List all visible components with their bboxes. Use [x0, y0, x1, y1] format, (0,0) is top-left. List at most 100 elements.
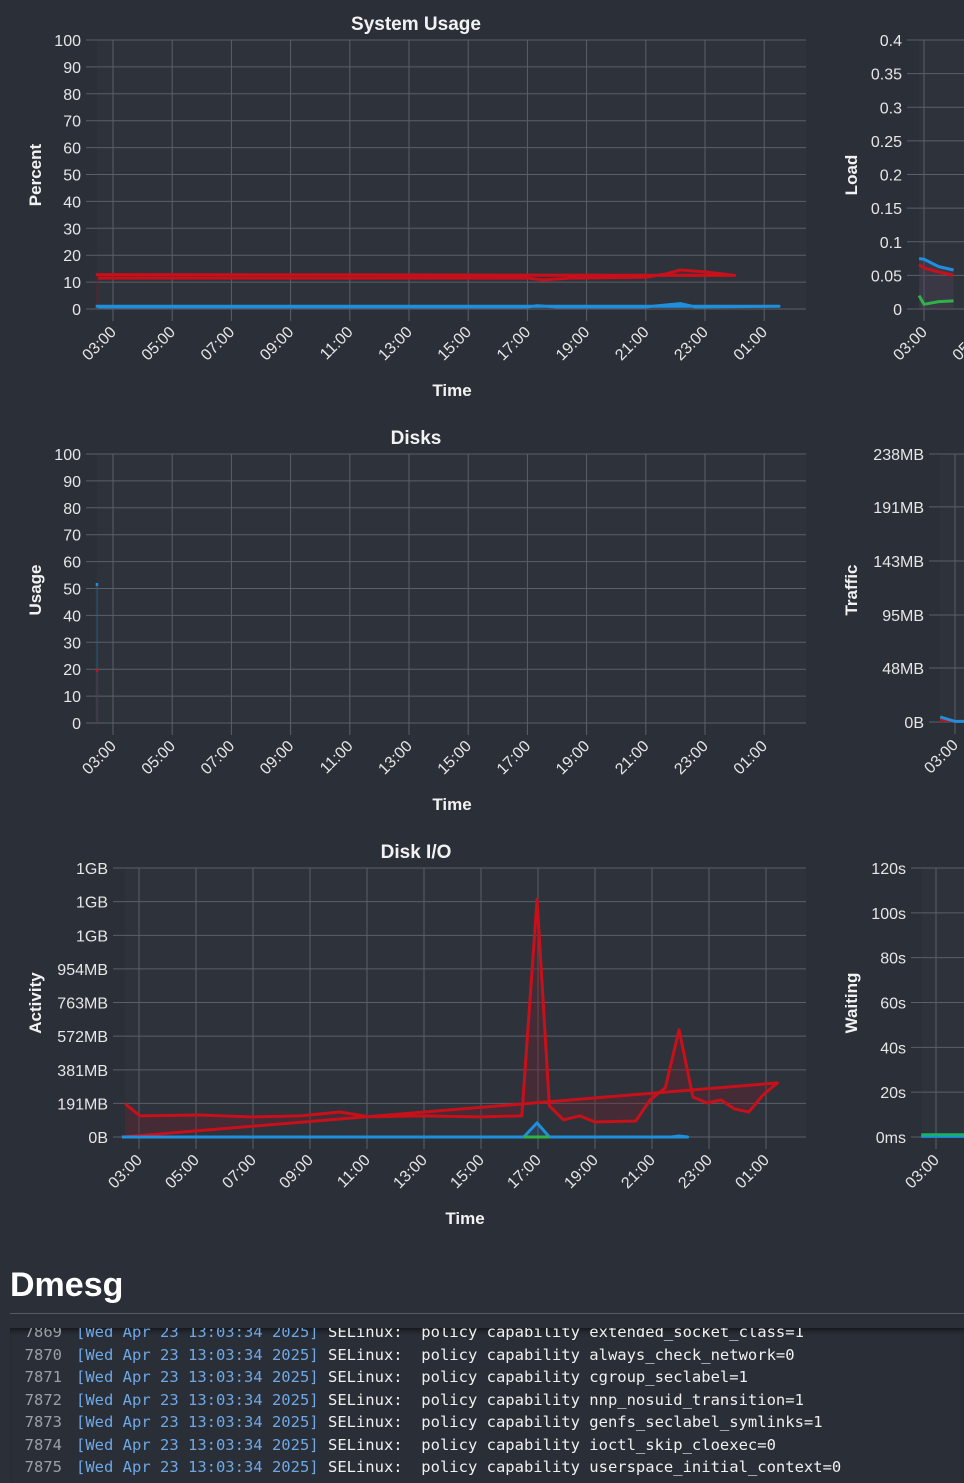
- dmesg-log[interactable]: 7869 [Wed Apr 23 13:03:34 2025] SELinux: …: [10, 1328, 964, 1483]
- x-tick-label: 13:00: [390, 1152, 430, 1192]
- charts-area: 0 10 20 30 40 50 60 70 80 90 100 03:00 05:00 07:00 09:…: [26, 14, 964, 1228]
- series-area: [919, 258, 954, 309]
- chart-load: 0 0.05 0.1 0.15 0.2 0.25 0.3 0.35 0.4 03:00 05:00 L…: [842, 33, 964, 364]
- y-tick-label: 40: [63, 608, 81, 625]
- y-tick-label: 30: [63, 635, 81, 652]
- x-tick-label: 03:00: [79, 324, 119, 364]
- y-tick-label: 0: [893, 302, 902, 319]
- y-tick-label: 80: [63, 501, 81, 518]
- line-number: 7869: [24, 1328, 62, 1341]
- y-tick-label: 95MB: [882, 608, 924, 625]
- y-tick-label: 120s: [871, 861, 906, 878]
- x-tick-label: 17:00: [504, 1152, 544, 1192]
- log-message: SELinux: policy capability nnp_nosuid_tr…: [327, 1390, 804, 1409]
- chart-title: Disk I/O: [381, 842, 452, 863]
- log-message: SELinux: policy capability always_check_…: [327, 1345, 795, 1364]
- x-tick-label: 15:00: [447, 1152, 487, 1192]
- y-tick-label: 40: [63, 194, 81, 211]
- x-axis-label: Time: [445, 1209, 484, 1228]
- x-tick-label: 09:00: [257, 738, 297, 778]
- y-tick-label: 50: [63, 582, 81, 599]
- x-tick-label: 05:00: [162, 1152, 202, 1192]
- chart-traffic: 0B 48MB 95MB 143MB 191MB 238MB 03:00 Traffic: [842, 447, 964, 777]
- x-axis-label: Time: [432, 381, 471, 400]
- x-tick-label: 03:00: [105, 1152, 145, 1192]
- y-tick-label: 50: [63, 168, 81, 185]
- y-tick-label: 1GB: [76, 895, 108, 912]
- x-tick-label: 21:00: [612, 738, 652, 778]
- line-number: 7874: [24, 1435, 62, 1454]
- y-tick-label: 572MB: [57, 1029, 108, 1046]
- line-number: 7870: [24, 1345, 62, 1364]
- y-axis-label: Activity: [26, 972, 45, 1034]
- y-tick-label: 954MB: [57, 962, 108, 979]
- x-tick-label: 19:00: [553, 324, 593, 364]
- y-tick-label: 90: [63, 60, 81, 77]
- y-tick-label: 48MB: [882, 661, 924, 678]
- x-tick-label: 03:00: [902, 1152, 942, 1192]
- x-tick-label: 23:00: [671, 324, 711, 364]
- x-tick-label: 07:00: [219, 1152, 259, 1192]
- x-tick-label: 21:00: [612, 324, 652, 364]
- line-number: 7873: [24, 1413, 62, 1431]
- x-tick-label: 05:00: [139, 738, 179, 778]
- timestamp: [Wed Apr 23 13:03:34 2025]: [76, 1328, 319, 1341]
- log-line: 7870 [Wed Apr 23 13:03:34 2025] SELinux: …: [10, 1344, 841, 1367]
- log-line: 7872 [Wed Apr 23 13:03:34 2025] SELinux: …: [10, 1389, 841, 1412]
- series-area: [95, 584, 99, 723]
- x-tick-label: 03:00: [79, 738, 119, 778]
- series-line: [939, 715, 964, 723]
- x-tick-label: 21:00: [618, 1152, 658, 1192]
- y-tick-label: 0.2: [880, 168, 902, 185]
- series-line: [917, 294, 954, 306]
- y-tick-label: 1GB: [76, 928, 108, 945]
- plot-background: [940, 454, 964, 722]
- x-tick-label: 13:00: [375, 324, 415, 364]
- log-line: 7869 [Wed Apr 23 13:03:34 2025] SELinux: …: [10, 1328, 841, 1344]
- chart-diskio: 0B 191MB 381MB 572MB 763MB 954MB 1GB 1GB 1GB 03:0…: [26, 842, 806, 1228]
- chart-system: 0 10 20 30 40 50 60 70 80 90 100 03:00 05:00 07:00 09:…: [26, 14, 806, 400]
- y-tick-label: 10: [63, 275, 81, 292]
- chart-title: Disks: [391, 428, 442, 449]
- x-tick-label: 17:00: [494, 738, 534, 778]
- timestamp: [Wed Apr 23 13:03:34 2025]: [76, 1458, 319, 1476]
- series-line: [918, 257, 954, 272]
- dmesg-heading: Dmesg: [10, 1266, 124, 1304]
- y-axis-label: Waiting: [842, 973, 861, 1034]
- y-tick-label: 60s: [880, 996, 906, 1013]
- x-tick-label: 07:00: [198, 738, 238, 778]
- log-message: SELinux: policy capability extended_sock…: [327, 1328, 804, 1341]
- timestamp: [Wed Apr 23 13:03:34 2025]: [76, 1435, 319, 1454]
- x-tick-label: 13:00: [375, 738, 415, 778]
- y-tick-label: 70: [63, 528, 81, 545]
- timestamp: [Wed Apr 23 13:03:34 2025]: [76, 1368, 319, 1386]
- y-tick-label: 100: [54, 447, 81, 464]
- x-tick-label: 01:00: [731, 738, 771, 778]
- x-tick-label: 11:00: [317, 738, 357, 778]
- x-tick-label: 03:00: [921, 737, 961, 777]
- series-line: [121, 1121, 690, 1139]
- y-axis-label: Usage: [26, 564, 45, 615]
- x-tick-label: 17:00: [494, 324, 534, 364]
- y-tick-label: 60: [63, 555, 81, 572]
- x-tick-label: 03:00: [890, 324, 930, 364]
- y-tick-label: 381MB: [57, 1063, 108, 1080]
- y-tick-label: 20: [63, 248, 81, 265]
- y-tick-label: 1GB: [76, 861, 108, 878]
- y-axis-label: Traffic: [842, 564, 861, 615]
- x-tick-label: 05:00: [139, 324, 179, 364]
- timestamp: [Wed Apr 23 13:03:34 2025]: [76, 1345, 319, 1364]
- y-tick-label: 10: [63, 689, 81, 706]
- x-tick-label: 15:00: [435, 324, 475, 364]
- log-message: SELinux: policy capability ioctl_skip_cl…: [327, 1435, 776, 1454]
- x-tick-label: 15:00: [435, 738, 475, 778]
- series-line: [95, 302, 781, 309]
- y-tick-label: 0.1: [880, 235, 902, 252]
- y-tick-label: 0.3: [880, 100, 902, 117]
- x-tick-label: 05:00: [950, 324, 964, 364]
- divider: [10, 1313, 964, 1314]
- x-tick-label: 09:00: [257, 324, 297, 364]
- y-tick-label: 191MB: [873, 500, 924, 517]
- y-tick-label: 0.4: [880, 33, 902, 50]
